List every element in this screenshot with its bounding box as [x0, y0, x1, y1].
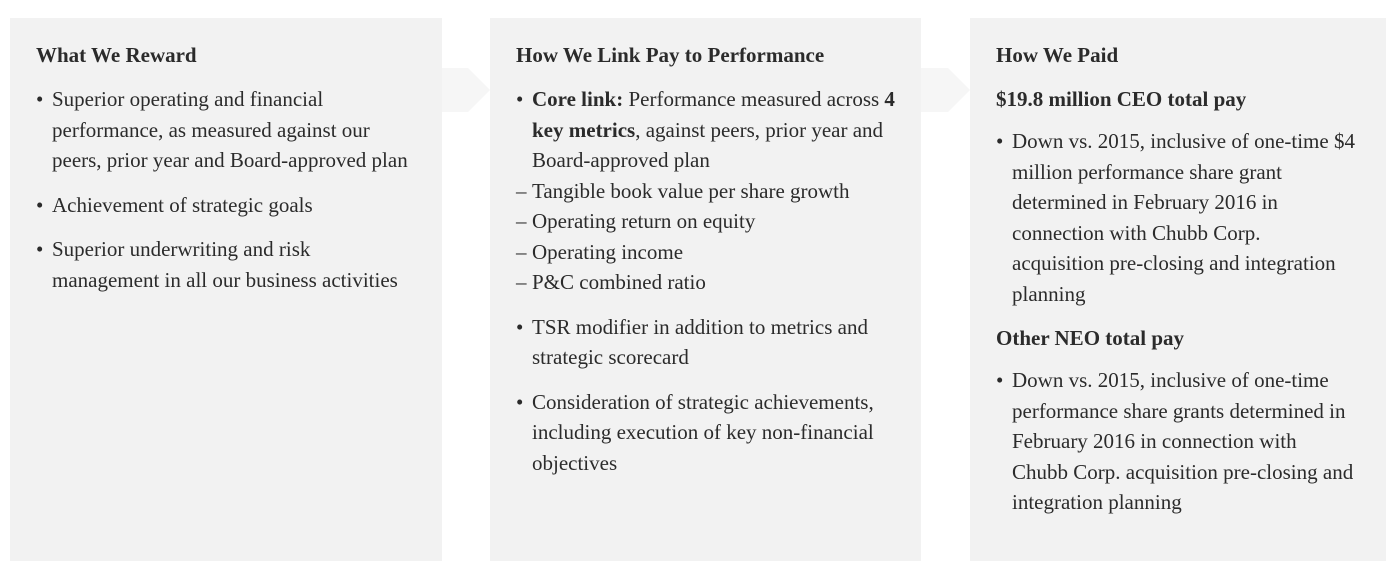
sub-list: Tangible book value per share growth Ope… — [516, 176, 901, 298]
bullet: Achievement of strategic goals — [36, 190, 422, 221]
bullet: Down vs. 2015, inclusive of one-time $4 … — [996, 126, 1356, 309]
bullet: Down vs. 2015, inclusive of one-time per… — [996, 365, 1356, 518]
panel: What We Reward Superior operating and fi… — [10, 18, 442, 561]
metric: Tangible book value per share growth — [516, 176, 901, 207]
lead: Core link: — [532, 87, 624, 111]
panel: How We Paid $19.8 million CEO total pay … — [970, 18, 1386, 561]
panel-title: What We Reward — [36, 43, 197, 67]
bullet: TSR modifier in addition to metrics and … — [516, 312, 901, 373]
list: Down vs. 2015, inclusive of one-time per… — [996, 365, 1356, 518]
list: Down vs. 2015, inclusive of one-time $4 … — [996, 126, 1356, 309]
text: , against peers, prior year and Board-ap… — [532, 117, 884, 173]
panel: How We Link Pay to Performance Core link… — [490, 18, 921, 561]
metric: P&C combined ratio — [516, 267, 901, 298]
bold-text: 4 key metrics — [532, 87, 895, 142]
section-heading: Other NEO total pay — [996, 326, 1185, 350]
bullet: Core link: Performance measured across 4… — [516, 84, 901, 298]
panel-title: How We Link Pay to Performance — [516, 43, 825, 67]
metric: Operating return on equity — [516, 206, 901, 237]
panel-title: How We Paid — [996, 43, 1119, 67]
list: Superior operating and financial perform… — [36, 84, 422, 295]
arrow — [921, 68, 970, 112]
text: Performance measured across — [628, 87, 880, 111]
arrow — [442, 68, 490, 112]
bullet: Consideration of strategic achievements,… — [516, 387, 901, 479]
metric: Operating income — [516, 237, 901, 268]
list: Core link: Performance measured across 4… — [516, 84, 901, 478]
bullet: Superior operating and financial perform… — [36, 84, 422, 176]
section-heading: $19.8 million CEO total pay — [996, 87, 1247, 111]
bullet: Superior underwriting and risk managemen… — [36, 234, 422, 295]
